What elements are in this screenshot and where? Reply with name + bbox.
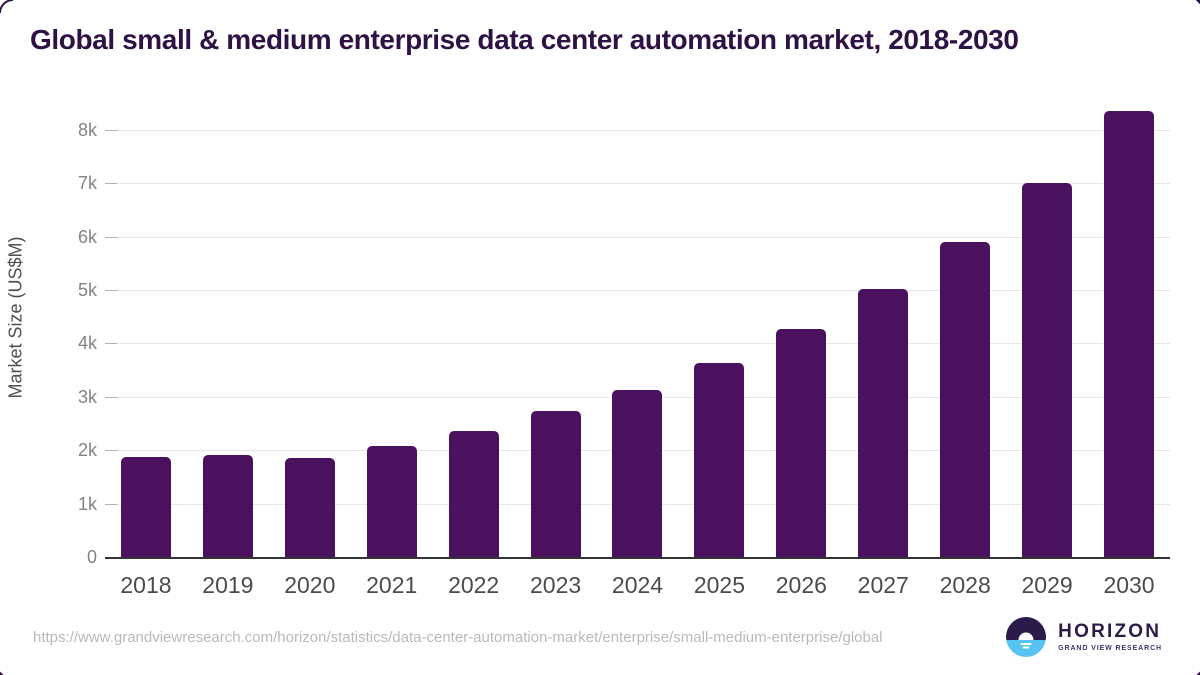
y-axis-title: Market Size (US$M)	[5, 236, 26, 399]
bar-2028[interactable]	[940, 242, 991, 557]
card-corner-artifact	[0, 671, 4, 675]
y-tick-label-4k: 4k	[77, 333, 97, 354]
x-axis-labels: 2018 2019 2020 2021 2022 2023 2024 2025 2026 2027…	[105, 559, 1170, 599]
bar-2026[interactable]	[776, 329, 827, 557]
bar-band-2029	[1006, 100, 1088, 557]
y-tick-label-1k: 1k	[77, 493, 97, 514]
bar-2029[interactable]	[1022, 183, 1073, 557]
bar-band-2026	[760, 100, 842, 557]
bar-band-2027	[842, 100, 924, 557]
bar-band-2020	[269, 100, 351, 557]
gridline-6k	[105, 236, 1170, 238]
bar-band-2021	[351, 100, 433, 557]
bar-2030[interactable]	[1104, 111, 1155, 557]
y-tick-label-8k: 8k	[77, 119, 97, 140]
y-tickmark-8k	[105, 129, 117, 131]
logo-subtitle-text: GRAND VIEW RESEARCH	[1058, 645, 1162, 652]
horizon-sun-icon	[1006, 617, 1047, 657]
y-tickmark-1k	[105, 503, 117, 505]
y-tick-label-0: 0	[86, 547, 97, 567]
x-axis-label-2027: 2027	[857, 572, 909, 598]
x-axis-label-2022: 2022	[448, 572, 500, 598]
x-axis-label-2030: 2030	[1103, 572, 1155, 598]
plot-area	[105, 100, 1170, 559]
bar-band-2023	[515, 100, 597, 557]
bar-chart: Market Size (US$M) 0 1k 2k 3k 4k 5k 6k 7k 8k 201…	[6, 100, 1170, 620]
bar-2019[interactable]	[202, 455, 253, 557]
bar-band-2025	[678, 100, 760, 557]
x-axis-label-2019: 2019	[202, 572, 254, 598]
y-tickmark-5k	[105, 290, 117, 292]
y-axis-tick-labels: 0 1k 2k 3k 4k 5k 6k 7k 8k	[30, 100, 105, 567]
y-tickmark-4k	[105, 343, 117, 345]
y-tick-label-7k: 7k	[77, 173, 97, 194]
bar-band-2024	[597, 100, 679, 557]
gridline-5k	[105, 290, 1170, 292]
x-axis-label-2025: 2025	[693, 572, 745, 598]
bar-2025[interactable]	[694, 363, 745, 557]
bar-2018[interactable]	[120, 457, 171, 557]
x-axis-label-2021: 2021	[366, 572, 418, 598]
bar-band-2028	[924, 100, 1006, 557]
footer: https://www.grandviewresearch.com/horizo…	[33, 613, 1162, 661]
bar-2020[interactable]	[284, 457, 335, 557]
card-corner-artifact	[0, 0, 14, 14]
x-axis-label-2018: 2018	[120, 572, 172, 598]
bar-2021[interactable]	[366, 445, 417, 557]
x-axis-label-2020: 2020	[284, 572, 336, 598]
y-tickmark-3k	[105, 396, 117, 398]
gridline-8k	[105, 129, 1170, 131]
source-url[interactable]: https://www.grandviewresearch.com/horizo…	[33, 628, 883, 646]
x-axis-label-2026: 2026	[775, 572, 827, 598]
y-tick-label-3k: 3k	[77, 386, 97, 407]
y-tick-label-6k: 6k	[77, 226, 97, 247]
bar-band-2030	[1088, 100, 1170, 557]
bar-2024[interactable]	[612, 389, 663, 557]
y-tick-label-5k: 5k	[77, 280, 97, 301]
bar-band-2022	[433, 100, 515, 557]
chart-title: Global small & medium enterprise data ce…	[30, 24, 1019, 55]
bar-band-2019	[187, 100, 269, 557]
y-tickmark-7k	[105, 183, 117, 185]
card-corner-artifact	[1195, 0, 1200, 5]
y-tick-label-2k: 2k	[77, 440, 97, 461]
gridline-4k	[105, 343, 1170, 345]
x-axis-label-2023: 2023	[529, 572, 582, 598]
horizon-logo[interactable]: HORIZON GRAND VIEW RESEARCH	[1006, 617, 1162, 657]
bar-2027[interactable]	[858, 289, 909, 557]
logo-brand-text: HORIZON	[1058, 621, 1162, 642]
y-tickmark-6k	[105, 236, 117, 238]
x-axis-label-2028: 2028	[939, 572, 991, 598]
bar-2023[interactable]	[530, 410, 581, 557]
gridline-7k	[105, 183, 1170, 185]
x-axis-label-2029: 2029	[1021, 572, 1073, 598]
x-axis-label-2024: 2024	[611, 572, 664, 598]
card-corner-artifact	[1196, 671, 1200, 675]
bar-band-2018	[105, 100, 187, 557]
bar-2022[interactable]	[448, 431, 499, 557]
y-tickmark-2k	[105, 450, 117, 452]
